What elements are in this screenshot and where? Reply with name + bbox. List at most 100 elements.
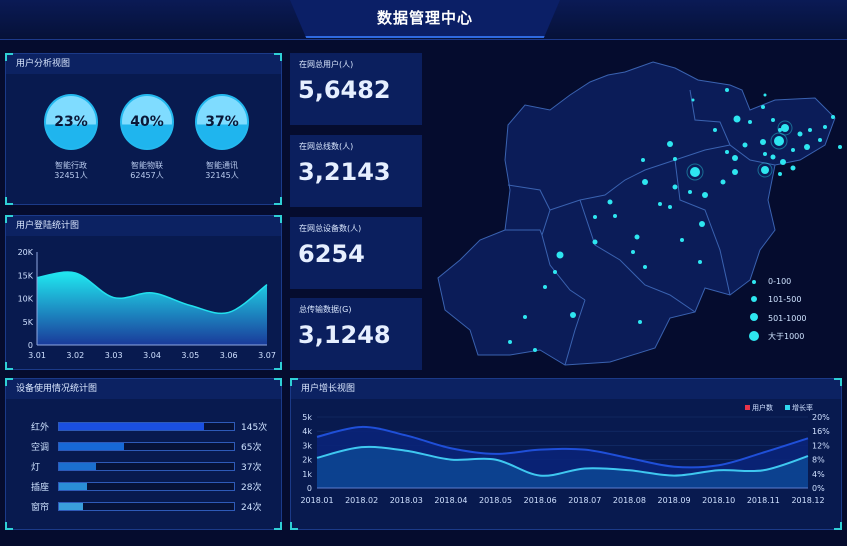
map-data-dot[interactable] [791,148,795,152]
right-y-tick: 4% [812,470,825,479]
map-data-dot[interactable] [760,139,766,145]
map-data-dot[interactable] [699,221,705,227]
panel-title: 用户登陆统计图 [6,216,281,236]
bar-track [58,442,235,451]
map-data-dot[interactable] [804,144,810,150]
map-data-dot[interactable] [774,136,784,146]
right-y-tick: 0% [812,484,825,493]
stat-card: 总传输数据(G) 3,1248 [290,298,422,370]
map-data-dot[interactable] [797,131,803,137]
map-data-dot[interactable] [553,270,557,274]
map-data-dot[interactable] [667,141,673,147]
map-data-dot[interactable] [634,234,640,240]
map-data-dot[interactable] [831,115,835,119]
bubble-label: 智能通讯 32145人 [182,161,262,181]
map-data-dot[interactable] [680,238,684,242]
panel-title: 用户分析视图 [6,54,281,74]
map-dot-halo [757,162,773,178]
right-y-tick: 12% [812,441,830,450]
map-data-dot[interactable] [668,205,672,209]
bubble-percent: 23% [54,114,88,130]
map-data-dot[interactable] [638,320,642,324]
map-data-dot[interactable] [761,166,769,174]
device-bar-row: 空调 65次 [31,440,271,453]
y-tick-label: 15K [18,271,34,280]
map-data-dot[interactable] [702,192,708,198]
map-data-dot[interactable] [748,120,752,124]
legend-label: 501-1000 [768,313,807,323]
device-bar-row: 插座 28次 [31,480,271,493]
map-data-dot[interactable] [673,157,677,161]
map-data-dot[interactable] [543,285,547,289]
map-data-dot[interactable] [688,190,692,194]
map-dot-halo [770,132,788,150]
user-growth-chart: 0 0% 1k 4% 2k 8% 3k 12% 4k 16% 5k 20% 2018.01 2018.02… [300,403,830,505]
map-data-dot[interactable] [778,128,782,132]
map-data-dot[interactable] [725,150,729,154]
map-data-dot[interactable] [790,165,796,171]
bar-track [58,462,235,471]
category-name: 智能通讯 [206,161,238,170]
legend-label: 大于1000 [768,332,805,342]
x-tick-label: 2018.06 [524,496,557,505]
map-data-dot[interactable] [823,125,827,129]
map-data-dot[interactable] [698,260,702,264]
map-data-dot[interactable] [720,179,726,185]
dot-size-icon [749,330,759,341]
dot-size-icon [750,313,758,322]
map-data-dot[interactable] [818,138,822,142]
map-data-dot[interactable] [733,115,741,123]
map-data-dot[interactable] [761,105,765,109]
title-frame [290,0,560,38]
map-data-dot[interactable] [642,179,648,185]
map-data-dot[interactable] [725,88,729,92]
x-tick-label: 3.02 [66,351,84,360]
percent-bubble: 23% [44,94,98,150]
map-data-dot[interactable] [838,145,842,149]
map-data-dot[interactable] [808,128,812,132]
map-data-dot[interactable] [713,128,717,132]
map-data-dot[interactable] [523,315,527,319]
legend-label[interactable]: 增长率 [792,403,813,412]
panel-title: 用户增长视图 [291,379,841,399]
map-data-dot[interactable] [593,215,597,219]
map-data-dot[interactable] [592,239,598,245]
map-data-dot[interactable] [570,312,576,318]
map-data-dot[interactable] [778,172,782,176]
region-map[interactable] [430,50,847,370]
x-tick-label: 3.06 [220,351,238,360]
left-y-tick: 3k [302,441,312,450]
map-region [437,61,836,366]
legend-item: 501-1000 [748,309,807,328]
map-data-dot[interactable] [691,98,695,102]
map-data-dot[interactable] [732,169,738,175]
map-data-dot[interactable] [658,202,662,206]
map-data-dot[interactable] [508,340,512,344]
map-data-dot[interactable] [763,93,767,97]
map-data-dot[interactable] [613,214,617,218]
map-data-dot[interactable] [742,142,748,148]
map-data-dot[interactable] [607,199,613,205]
legend-label[interactable]: 用户数 [752,403,773,412]
legend-item: 0-100 [748,272,807,291]
map-data-dot[interactable] [781,124,789,132]
stat-label: 在网总用户(人) [299,60,354,69]
map-data-dot[interactable] [643,265,647,269]
map-data-dot[interactable] [763,152,767,156]
bar-fill [59,443,124,450]
map-data-dot[interactable] [533,348,537,352]
stat-value: 3,1248 [298,321,391,349]
map-data-dot[interactable] [641,158,645,162]
map-data-dot[interactable] [780,159,786,165]
map-data-dot[interactable] [672,184,678,190]
legend-label: 101-500 [768,295,802,305]
map-data-dot[interactable] [770,154,776,160]
stat-value: 6254 [298,240,365,268]
bubble-label: 智能物联 62457人 [107,161,187,181]
map-data-dot[interactable] [631,250,635,254]
map-data-dot[interactable] [690,167,700,177]
legend-item: 大于1000 [748,328,807,347]
map-data-dot[interactable] [732,155,738,161]
map-data-dot[interactable] [771,118,775,122]
map-data-dot[interactable] [556,251,564,259]
